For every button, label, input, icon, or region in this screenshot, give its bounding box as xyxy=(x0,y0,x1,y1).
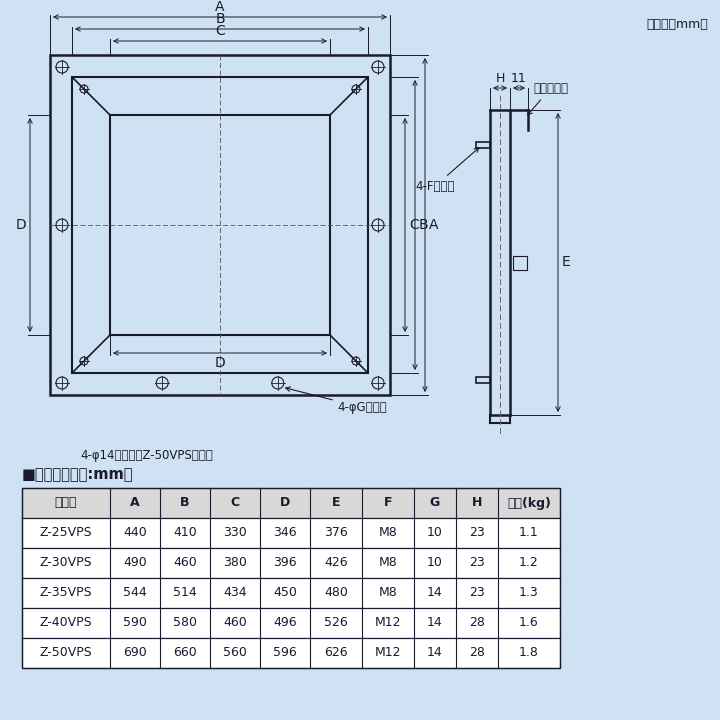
Text: 1.8: 1.8 xyxy=(519,647,539,660)
Text: 4-φG取付穴: 4-φG取付穴 xyxy=(286,387,387,414)
Bar xyxy=(22,488,560,518)
Bar xyxy=(22,608,560,638)
Text: Z-40VPS: Z-40VPS xyxy=(40,616,92,629)
Text: D: D xyxy=(280,497,290,510)
Text: H: H xyxy=(495,72,505,85)
Text: M8: M8 xyxy=(379,557,397,570)
Text: 28: 28 xyxy=(469,647,485,660)
Text: F: F xyxy=(384,497,392,510)
Text: 544: 544 xyxy=(123,587,147,600)
Text: 23: 23 xyxy=(469,587,485,600)
Text: 660: 660 xyxy=(173,647,197,660)
Text: 410: 410 xyxy=(173,526,197,539)
Text: A: A xyxy=(130,497,140,510)
Text: 626: 626 xyxy=(324,647,348,660)
Text: 426: 426 xyxy=(324,557,348,570)
Text: 590: 590 xyxy=(123,616,147,629)
Text: 480: 480 xyxy=(324,587,348,600)
Text: 14: 14 xyxy=(427,647,443,660)
Bar xyxy=(476,377,490,383)
Text: G: G xyxy=(430,497,440,510)
Text: C: C xyxy=(409,218,419,232)
Text: 28: 28 xyxy=(469,616,485,629)
Text: 560: 560 xyxy=(223,647,247,660)
Text: 絶縁シート: 絶縁シート xyxy=(528,82,568,115)
Text: D: D xyxy=(215,356,225,370)
Text: 1.1: 1.1 xyxy=(519,526,539,539)
Text: 1.3: 1.3 xyxy=(519,587,539,600)
Text: 1.2: 1.2 xyxy=(519,557,539,570)
Text: 4-Fボルト: 4-Fボルト xyxy=(415,148,479,193)
Text: （単位：mm）: （単位：mm） xyxy=(647,18,708,31)
Text: 596: 596 xyxy=(273,647,297,660)
Text: 460: 460 xyxy=(173,557,197,570)
Text: C: C xyxy=(215,24,225,38)
Text: 14: 14 xyxy=(427,587,443,600)
Bar xyxy=(22,578,560,608)
Text: 514: 514 xyxy=(173,587,197,600)
Text: 4-φ14取付穴（Z-50VPSのみ）: 4-φ14取付穴（Z-50VPSのみ） xyxy=(80,449,212,462)
Text: A: A xyxy=(429,218,438,232)
Text: E: E xyxy=(562,256,571,269)
Text: B: B xyxy=(215,12,225,26)
Text: 14: 14 xyxy=(427,616,443,629)
Text: A: A xyxy=(215,0,225,14)
Text: 434: 434 xyxy=(223,587,247,600)
Text: 10: 10 xyxy=(427,557,443,570)
Text: 11: 11 xyxy=(511,72,527,85)
Text: 376: 376 xyxy=(324,526,348,539)
Text: 580: 580 xyxy=(173,616,197,629)
Text: B: B xyxy=(180,497,190,510)
Text: 526: 526 xyxy=(324,616,348,629)
Text: 496: 496 xyxy=(273,616,297,629)
Text: 330: 330 xyxy=(223,526,247,539)
Bar xyxy=(110,115,330,335)
Text: 23: 23 xyxy=(469,526,485,539)
Bar xyxy=(476,142,490,148)
Text: ■寸法表（単位:mm）: ■寸法表（単位:mm） xyxy=(22,467,133,482)
Bar xyxy=(22,518,560,548)
Bar xyxy=(72,77,368,373)
Text: 質量(kg): 質量(kg) xyxy=(507,497,551,510)
Text: H: H xyxy=(472,497,482,510)
Text: 396: 396 xyxy=(273,557,297,570)
Text: 1.6: 1.6 xyxy=(519,616,539,629)
Bar xyxy=(22,638,560,668)
Text: 23: 23 xyxy=(469,557,485,570)
Text: Z-25VPS: Z-25VPS xyxy=(40,526,92,539)
Text: D: D xyxy=(15,218,26,232)
Text: 460: 460 xyxy=(223,616,247,629)
Bar xyxy=(513,256,527,269)
Text: 490: 490 xyxy=(123,557,147,570)
Text: 10: 10 xyxy=(427,526,443,539)
Text: 346: 346 xyxy=(273,526,297,539)
Bar xyxy=(22,488,560,668)
Text: 690: 690 xyxy=(123,647,147,660)
Text: 380: 380 xyxy=(223,557,247,570)
Bar xyxy=(22,548,560,578)
Text: C: C xyxy=(230,497,240,510)
Text: Z-35VPS: Z-35VPS xyxy=(40,587,92,600)
Text: B: B xyxy=(419,218,428,232)
Bar xyxy=(50,55,390,395)
Text: M8: M8 xyxy=(379,526,397,539)
Text: Z-30VPS: Z-30VPS xyxy=(40,557,92,570)
Text: M8: M8 xyxy=(379,587,397,600)
Text: 450: 450 xyxy=(273,587,297,600)
Text: Z-50VPS: Z-50VPS xyxy=(40,647,92,660)
Text: E: E xyxy=(332,497,341,510)
Text: 形　名: 形 名 xyxy=(55,497,77,510)
Text: M12: M12 xyxy=(374,647,401,660)
Text: 440: 440 xyxy=(123,526,147,539)
Text: M12: M12 xyxy=(374,616,401,629)
